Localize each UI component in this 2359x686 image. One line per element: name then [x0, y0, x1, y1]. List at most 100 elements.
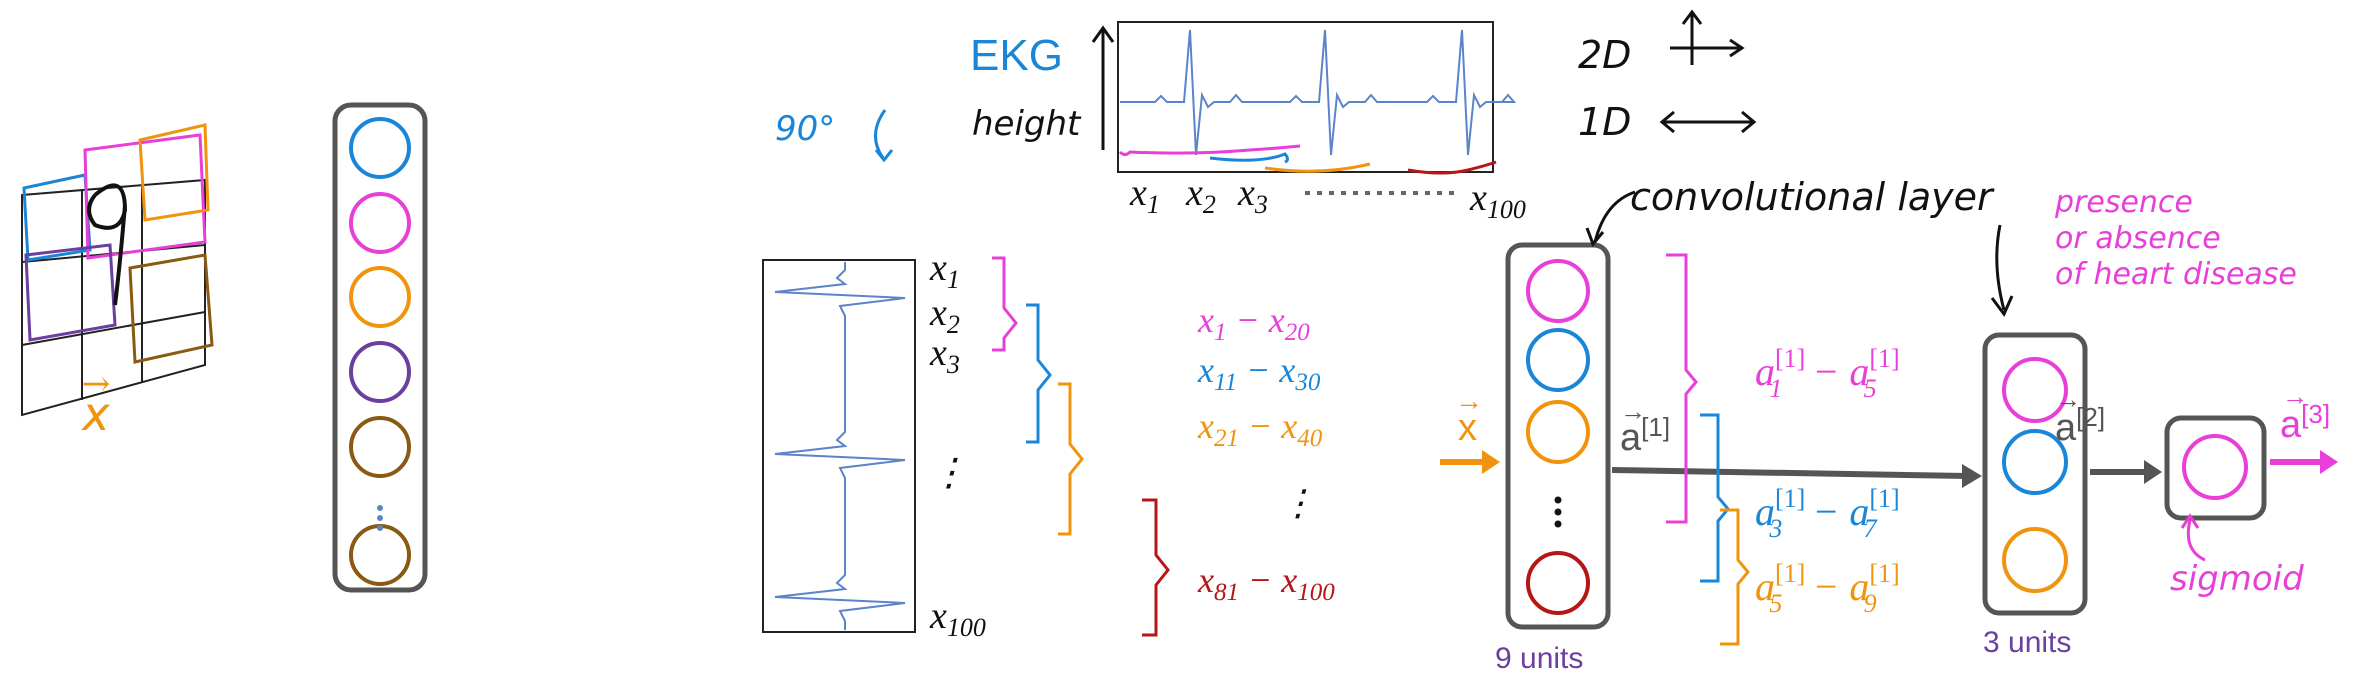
window-range: x81 − x100: [1197, 560, 1335, 606]
image-layer-box: [332, 102, 428, 593]
ekg-x-label: x2: [1185, 172, 1216, 219]
bracket-red: [1142, 498, 1170, 637]
image-neuron: [349, 266, 411, 328]
vector-arrow-icon: →: [1620, 396, 1646, 426]
layer1-arrowhead-icon: [1962, 464, 1982, 488]
conv-title-arrow: [1593, 190, 1636, 243]
signal-label: ⋮: [930, 452, 968, 494]
window-range: x11 − x30: [1197, 350, 1321, 396]
ellipsis-dot: [377, 525, 383, 531]
ekg-y-label: height: [972, 104, 1082, 144]
ekg-title: EKG: [970, 31, 1063, 80]
layer3-box: [2164, 415, 2267, 521]
rotate-arrowhead-icon: [874, 149, 894, 163]
conv-title-arrowhead-icon: [1585, 227, 1605, 247]
conv-layer-neurons: [1526, 259, 1590, 615]
layer2-units: 3 units: [1983, 626, 2071, 659]
conv-neuron: [1526, 400, 1590, 464]
conv-neuron: [1526, 328, 1590, 392]
image-neuron: [349, 341, 411, 403]
activation-group: a[1] 3 − a[1] 7: [1755, 484, 1900, 543]
image-neuron: [349, 117, 411, 179]
rotate-note: 90°: [775, 109, 835, 149]
activation-group: a[1] 5 − a[1] 9: [1755, 559, 1900, 618]
output-note-line: or absence: [2055, 221, 2221, 256]
input-arrowhead-icon: [1482, 450, 1500, 474]
bracket-magenta: [992, 256, 1018, 352]
image-neuron: [349, 192, 411, 254]
layer2-output-label: a[2]: [2055, 402, 2105, 449]
layer2-arrowhead-icon: [2144, 460, 2162, 484]
ekg-x-labels: x1 x2 x3 x100: [1129, 172, 1526, 224]
y-axis-arrowhead-icon: [1091, 25, 1115, 43]
vector-arrow-icon: →: [82, 364, 111, 404]
ellipsis-dot: [377, 505, 383, 511]
image-grid: [21, 123, 214, 417]
vertical-signal-trace: [774, 262, 906, 630]
sigmoid-arrowhead-icon: [2180, 513, 2200, 529]
ellipsis-dot: [1554, 496, 1562, 504]
sigmoid-note: sigmoid: [2170, 559, 2304, 599]
vertical-signal-box: [762, 259, 916, 633]
ellipsis-dot: [1554, 508, 1562, 516]
ekg-trace: [1120, 29, 1517, 156]
vector-arrow-icon: →: [1455, 385, 1483, 416]
2d-axes-icon: [1670, 9, 1745, 65]
window-orange: [138, 123, 210, 222]
layer1-output-label: a[1]: [1620, 412, 1670, 459]
output-note-line: presence: [2054, 185, 2193, 220]
ekg-box: [1117, 21, 1494, 173]
activation-groups: a[1] 1 − a[1] 5 a[1] 3 − a[1] 7 a[1] 5 − a[1] 9: [1755, 344, 1900, 618]
vector-arrow-icon: →: [2282, 381, 2308, 411]
layer3-output-label: a[3]: [2280, 399, 2330, 446]
window-magenta: [83, 133, 207, 260]
ellipsis-dot: [377, 515, 383, 521]
layer1-to-layer2-arrow: [1611, 467, 1969, 479]
output-note-line: of heart disease: [2055, 257, 2297, 292]
ellipsis-dot: [1554, 520, 1562, 528]
signal-label: x100: [929, 595, 986, 642]
image-input-label: x: [80, 387, 110, 441]
signal-label: x3: [929, 332, 960, 379]
vector-arrow-icon: →: [2055, 384, 2081, 414]
activation-group: a[1] 1 − a[1] 5: [1755, 344, 1900, 403]
conv-layer-units: 9 units: [1495, 642, 1583, 675]
ekg-window-magenta: [1118, 144, 1301, 156]
layer2-neuron: [2002, 527, 2068, 593]
layer2-neuron: [2002, 357, 2068, 423]
signal-label: x1: [929, 247, 960, 294]
ekg-x-label: x1: [1129, 172, 1160, 219]
net-input-label: x: [1458, 407, 1477, 449]
sigmoid-arrow: [2186, 519, 2206, 562]
signal-label: x2: [929, 292, 960, 339]
image-neuron: [349, 416, 411, 478]
layer2-neuron: [2002, 429, 2068, 495]
output-neuron: [2182, 434, 2248, 500]
window-range: ⋮: [1280, 483, 1316, 523]
group-bracket-orange: [1720, 508, 1750, 646]
conv-layer-title: convolutional layer: [1630, 175, 1995, 219]
layer2-pointer-arrow: [1995, 224, 2006, 311]
window-purple: [24, 243, 117, 342]
image-layer-neurons: [349, 117, 411, 586]
window-range: x21 − x40: [1197, 406, 1323, 452]
window-range: x1 − x20: [1197, 300, 1310, 346]
image-neuron: [349, 524, 411, 586]
ekg-x-label: x3: [1237, 172, 1268, 219]
dim-2d-label: 2D: [1578, 33, 1631, 77]
group-bracket-magenta: [1666, 253, 1698, 524]
bracket-orange: [1058, 382, 1084, 536]
grid-line: [21, 311, 206, 346]
digit-stroke: [87, 183, 128, 306]
layer2-neurons: [2002, 357, 2068, 593]
output-arrowhead-icon: [2320, 450, 2338, 474]
layer2-pointer-arrowhead-icon: [1990, 295, 2014, 317]
1d-arrow-icon: [1659, 110, 1757, 134]
dim-1d-label: 1D: [1578, 100, 1631, 144]
window-brown: [128, 253, 214, 364]
